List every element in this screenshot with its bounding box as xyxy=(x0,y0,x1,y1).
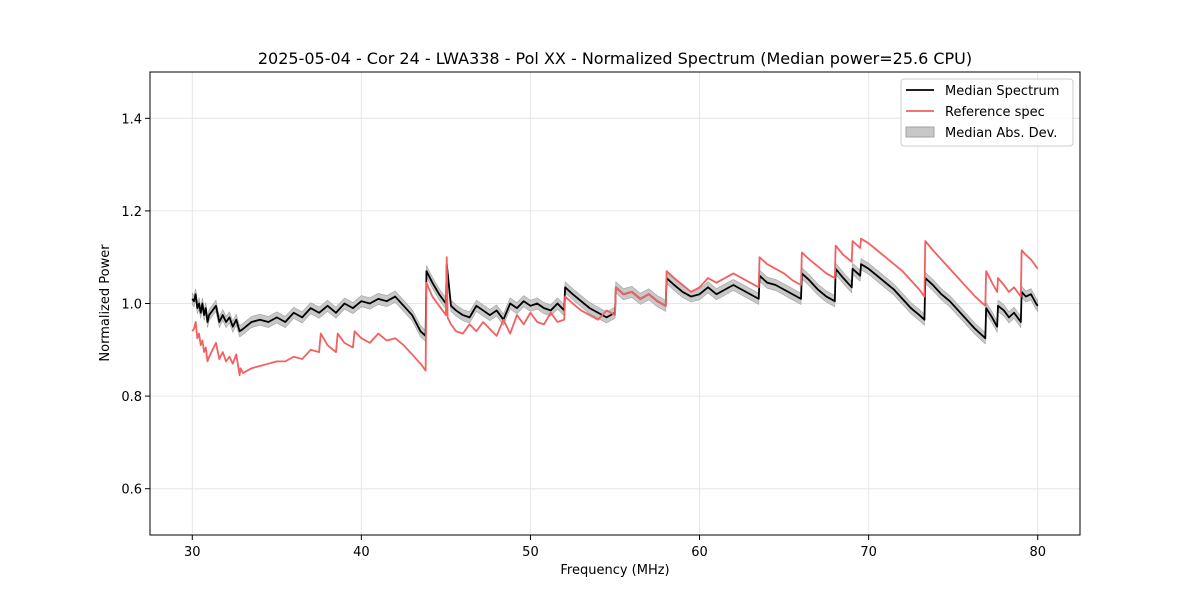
legend-mad-swatch xyxy=(905,126,935,138)
reference-spectrum-line xyxy=(191,237,1039,377)
y-axis-label: Normalized Power xyxy=(98,244,113,362)
legend-mad-label: Median Abs. Dev. xyxy=(945,126,1057,141)
x-tick-label: 60 xyxy=(691,545,708,560)
y-tick-label: 0.8 xyxy=(121,390,142,405)
legend: Median Spectrum Reference spec Median Ab… xyxy=(900,78,1074,147)
x-tick-label: 70 xyxy=(860,545,877,560)
x-axis: 30 40 50 60 70 80 xyxy=(184,535,1046,560)
legend-box xyxy=(900,78,1074,147)
median-spectrum-line xyxy=(191,263,1039,340)
legend-median-label: Median Spectrum xyxy=(945,84,1059,99)
y-axis: 0.6 0.8 1.0 1.2 1.4 xyxy=(121,112,150,498)
series-layer xyxy=(191,237,1039,377)
x-tick-label: 30 xyxy=(184,545,201,560)
x-tick-label: 50 xyxy=(522,545,539,560)
x-tick-label: 40 xyxy=(353,545,370,560)
y-tick-label: 1.0 xyxy=(121,298,142,313)
x-tick-label: 80 xyxy=(1029,545,1046,560)
x-axis-label: Frequency (MHz) xyxy=(560,563,669,578)
legend-reference-label: Reference spec xyxy=(945,105,1045,120)
y-tick-label: 1.2 xyxy=(121,205,142,220)
chart-title: 2025-05-04 - Cor 24 - LWA338 - Pol XX - … xyxy=(258,49,972,68)
y-tick-label: 1.4 xyxy=(121,112,142,127)
y-tick-label: 0.6 xyxy=(121,483,142,498)
